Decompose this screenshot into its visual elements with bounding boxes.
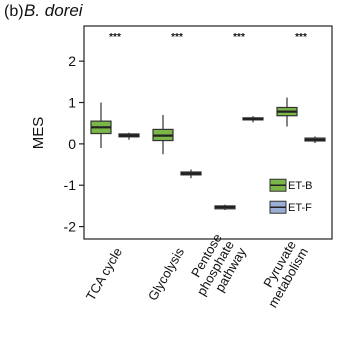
category-label: TCA cycle xyxy=(83,245,125,303)
box-et-b-3 xyxy=(214,204,236,211)
legend-item-et-b: ET-B xyxy=(269,178,312,192)
box-et-b-1 xyxy=(90,102,112,149)
legend-label: ET-B xyxy=(288,180,312,192)
y-tick-label: -2 xyxy=(64,219,77,235)
box-et-b-2 xyxy=(152,114,174,155)
significance-label: *** xyxy=(171,32,183,43)
y-tick-label: 2 xyxy=(68,53,76,69)
y-tick-label: -1 xyxy=(64,177,77,193)
legend-item-et-f: ET-F xyxy=(269,200,312,214)
legend-label: ET-F xyxy=(288,202,312,214)
significance-labels: *** *** *** *** xyxy=(109,32,307,43)
significance-label: *** xyxy=(295,32,307,43)
box-et-f-3 xyxy=(242,116,264,123)
y-axis-label: MES xyxy=(30,117,47,150)
box-et-f-4 xyxy=(304,136,326,144)
y-tick-label: 0 xyxy=(68,136,76,152)
significance-label: *** xyxy=(233,32,245,43)
box-et-b-4 xyxy=(276,97,298,127)
category-labels: TCA cycle Glycolysis Pentosephosphatepathw… xyxy=(83,231,311,310)
y-axis: -2 -1 0 1 2 xyxy=(64,53,84,235)
significance-label: *** xyxy=(109,32,121,43)
y-tick-label: 1 xyxy=(68,95,76,111)
box-series xyxy=(90,97,326,211)
box-et-f-1 xyxy=(118,132,140,140)
category-label: Pyruvatemetabolism xyxy=(253,238,311,310)
category-label: Glycolysis xyxy=(145,245,187,304)
panel-label: (b) xyxy=(4,3,24,20)
box-et-f-2 xyxy=(180,169,202,179)
chart-title: B. dorei xyxy=(24,1,84,20)
plot-panel xyxy=(83,25,333,240)
legend: ET-B ET-F xyxy=(269,178,312,214)
category-label: Pentosephosphatepathway xyxy=(181,231,249,306)
